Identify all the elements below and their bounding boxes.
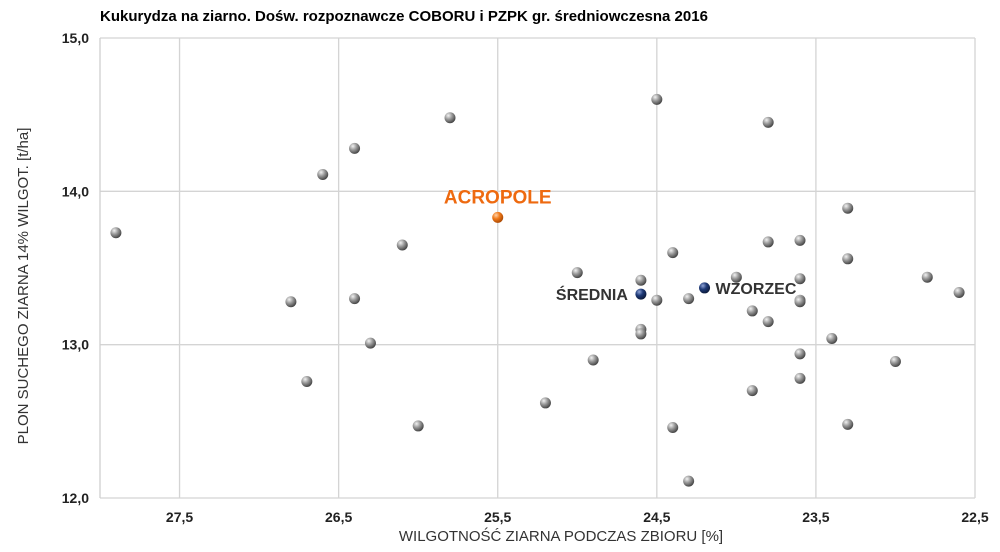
variety-point [842, 418, 854, 430]
variety-point [587, 354, 599, 366]
variety-point [285, 296, 297, 308]
variety-point [794, 234, 806, 246]
variety-point [301, 375, 313, 387]
variety-point [667, 247, 679, 259]
x-tick-label: 23,5 [802, 509, 829, 525]
variety-point [794, 273, 806, 285]
variety-point [762, 116, 774, 128]
y-tick-label: 15,0 [62, 30, 89, 46]
point-label: ŚREDNIA [556, 285, 628, 304]
x-tick-label: 22,5 [961, 509, 988, 525]
variety-point [364, 337, 376, 349]
variety-point [412, 420, 424, 432]
rednia-point [635, 288, 647, 300]
data-points [110, 93, 965, 487]
variety-point [317, 168, 329, 180]
point-labels: ACROPOLE ŚREDNIA WZORZEC [444, 187, 797, 304]
variety-point [826, 333, 838, 345]
variety-point [349, 142, 361, 154]
x-tick-label: 27,5 [166, 509, 193, 525]
x-tick-label: 26,5 [325, 509, 352, 525]
variety-point [349, 293, 361, 305]
point-label: ACROPOLE [444, 187, 552, 208]
variety-point [635, 274, 647, 286]
variety-point [667, 421, 679, 433]
variety-point [635, 328, 647, 340]
variety-point [683, 475, 695, 487]
variety-point [794, 372, 806, 384]
variety-point [539, 397, 551, 409]
point-label: WZORZEC [716, 281, 797, 298]
variety-point [651, 93, 663, 105]
variety-point [762, 316, 774, 328]
variety-point [889, 356, 901, 368]
variety-point [921, 271, 933, 283]
x-tick-label: 24,5 [643, 509, 670, 525]
wzorzec-point [699, 282, 711, 294]
y-tick-label: 13,0 [62, 337, 89, 353]
variety-point [444, 112, 456, 124]
variety-point [953, 287, 965, 299]
grid [99, 37, 976, 499]
y-tick-label: 14,0 [62, 183, 89, 199]
y-tick-label: 12,0 [62, 490, 89, 506]
variety-point [794, 348, 806, 360]
x-axis-title: WILGOTNOŚĆ ZIARNA PODCZAS ZBIORU [%] [399, 527, 723, 545]
y-axis-title: PLON SUCHEGO ZIARNA 14% WILGOT. [t/ha] [15, 128, 32, 445]
variety-point [730, 271, 742, 283]
variety-point [651, 294, 663, 306]
variety-point [110, 227, 122, 239]
variety-point [683, 293, 695, 305]
variety-point [762, 236, 774, 248]
variety-point [746, 385, 758, 397]
variety-point [842, 202, 854, 214]
variety-point [571, 267, 583, 279]
variety-point [794, 296, 806, 308]
chart-title: Kukurydza na ziarno. Dośw. rozpoznawcze … [100, 8, 708, 25]
variety-point [746, 305, 758, 317]
acropole-point [492, 211, 504, 223]
variety-point [842, 253, 854, 265]
variety-point [396, 239, 408, 251]
tick-labels: 27,5 26,5 25,5 24,5 23,5 22,5 12,0 13,0 14,0 15,0 [62, 30, 989, 525]
x-tick-label: 25,5 [484, 509, 511, 525]
